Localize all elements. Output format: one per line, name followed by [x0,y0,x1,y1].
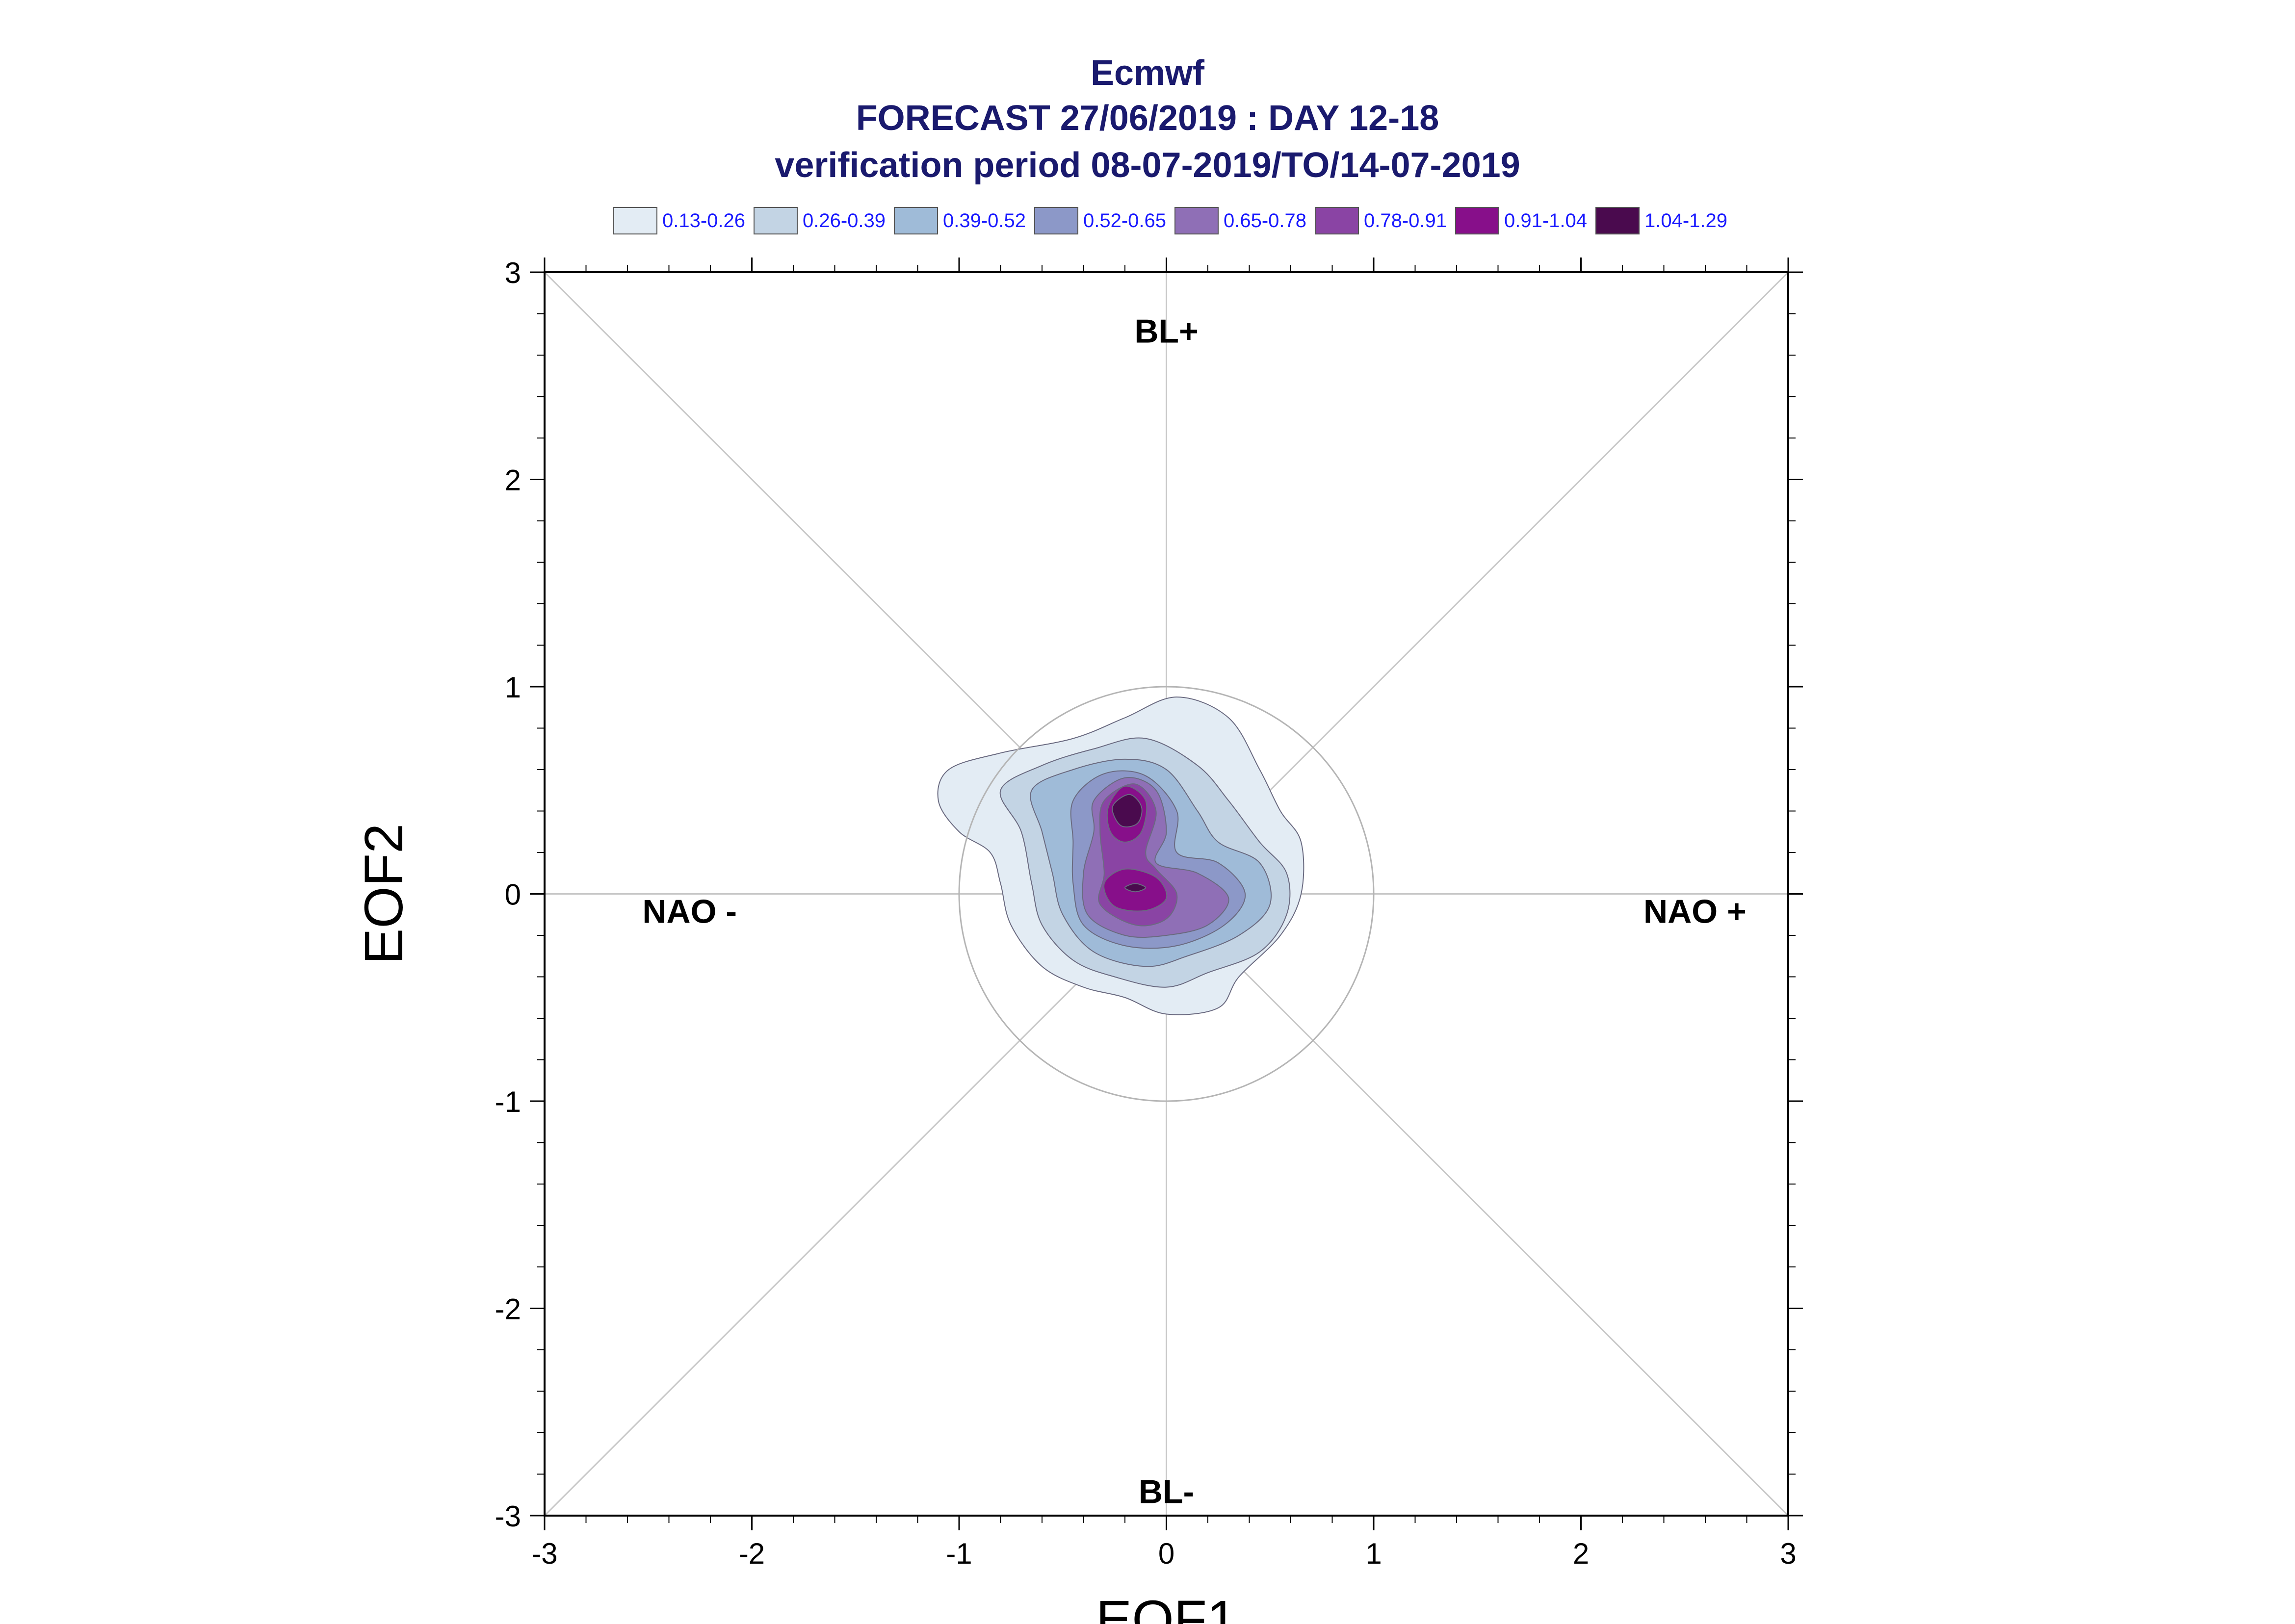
legend-swatch [1455,207,1499,234]
chart-subtitle-forecast: FORECAST 27/06/2019 : DAY 12-18 [856,99,1439,138]
legend-item: 0.78-0.91 [1315,207,1455,234]
y-tick-label: 1 [505,671,521,704]
legend-label: 0.39-0.52 [943,209,1026,232]
legend-item: 0.13-0.26 [613,207,754,234]
legend-label: 0.78-0.91 [1364,209,1447,232]
legend-label: 0.65-0.78 [1224,209,1307,232]
legend-label: 0.26-0.39 [803,209,886,232]
regime-label-bl-plus: BL+ [1134,312,1198,350]
x-tick-label: 2 [1573,1537,1589,1570]
y-tick-label: -3 [495,1500,521,1533]
y-axis-label: EOF2 [354,824,414,964]
legend-item: 0.26-0.39 [754,207,894,234]
regime-label-bl-minus: BL- [1139,1473,1194,1510]
legend-swatch [613,207,657,234]
legend-swatch [754,207,798,234]
x-tick-label: -3 [531,1537,557,1570]
y-tick-label: 0 [505,878,521,911]
regime-label-nao-plus: NAO + [1643,893,1747,930]
chart-subtitle-period: verification period 08-07-2019/TO/14-07-… [775,146,1520,185]
contour-band [1124,883,1147,893]
contour-band [1112,794,1143,827]
legend-swatch [1315,207,1359,234]
y-tick-label: -1 [495,1085,521,1118]
chart-title: Ecmwf [1090,53,1205,93]
legend-swatch [1595,207,1640,234]
x-axis-label: EOF1 [1096,1590,1237,1624]
reference-circle [958,686,1375,1102]
legend-swatch [894,207,938,234]
y-tick-label: -2 [495,1293,521,1326]
legend-swatch [1034,207,1078,234]
legend-item: 0.91-1.04 [1455,207,1595,234]
legend-label: 0.91-1.04 [1504,209,1588,232]
x-tick-label: 1 [1365,1537,1382,1570]
y-tick-label: 3 [505,257,521,289]
legend-label: 0.52-0.65 [1083,209,1167,232]
x-tick-label: 3 [1780,1537,1796,1570]
regime-label-nao-minus: NAO - [642,893,737,930]
legend-swatch [1174,207,1219,234]
legend-item: 0.52-0.65 [1034,207,1174,234]
legend-label: 0.13-0.26 [662,209,746,232]
y-tick-label: 2 [505,464,521,497]
legend-item: 1.04-1.29 [1595,207,1736,234]
legend-item: 0.39-0.52 [894,207,1034,234]
legend: 0.13-0.26 0.26-0.39 0.39-0.52 0.52-0.65 0.65… [613,206,1736,235]
x-tick-label: -1 [946,1537,972,1570]
x-tick-label: -2 [739,1537,765,1570]
legend-label: 1.04-1.29 [1644,209,1728,232]
legend-item: 0.65-0.78 [1174,207,1315,234]
x-tick-label: 0 [1158,1537,1174,1570]
